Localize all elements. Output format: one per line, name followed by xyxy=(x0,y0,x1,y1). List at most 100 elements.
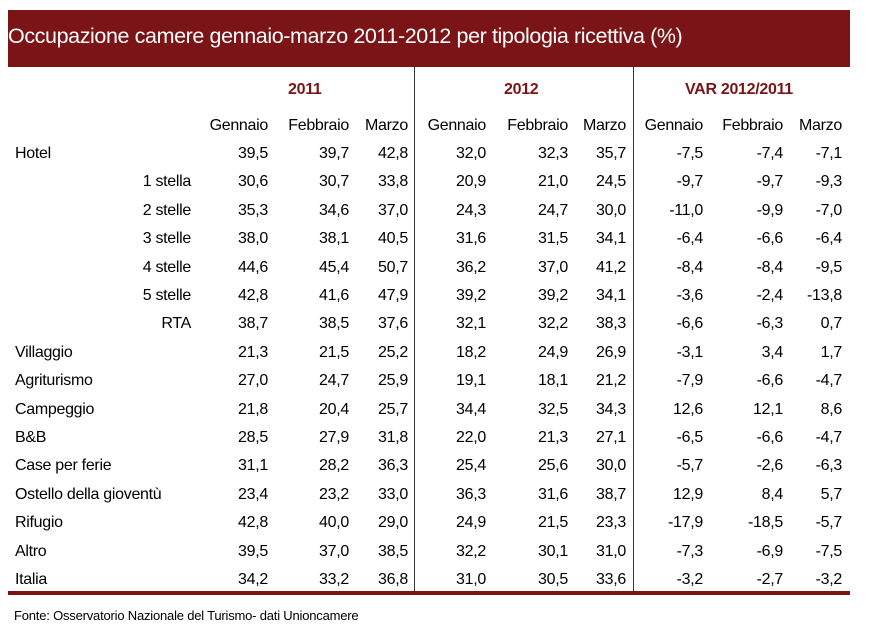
table-cell: 32,2 xyxy=(456,542,486,560)
table-cell: 31,0 xyxy=(596,542,626,560)
table-cell: 39,2 xyxy=(538,287,568,304)
table-cell: 30,6 xyxy=(238,173,268,191)
table-cell: 35,7 xyxy=(596,145,626,162)
table-cell: 12,9 xyxy=(673,485,703,503)
table-cell: 19,1 xyxy=(456,372,486,390)
table-cell: 42,8 xyxy=(238,514,268,532)
table-cell: 34,1 xyxy=(596,230,626,248)
table-cell: -6,6 xyxy=(756,230,784,248)
table-cell: -9,5 xyxy=(815,258,843,276)
table-cell: 37,0 xyxy=(538,258,568,276)
table-cell: 24,9 xyxy=(456,514,486,532)
table-cell: -8,4 xyxy=(676,258,704,276)
table-cell: 24,7 xyxy=(319,372,349,390)
table-cell: 8,6 xyxy=(820,400,843,418)
table-cell: 22,0 xyxy=(456,429,486,446)
row-label: Italia xyxy=(15,571,47,588)
table-cell: 23,4 xyxy=(238,485,268,503)
table-cell: 24,7 xyxy=(538,201,568,219)
table-cell: 50,7 xyxy=(378,258,408,276)
table-cell: 33,8 xyxy=(378,173,408,191)
month-header: Marzo xyxy=(583,117,626,134)
table-cell: 25,9 xyxy=(378,372,408,390)
table-cell: 32,3 xyxy=(538,145,568,162)
table-cell: 23,3 xyxy=(596,514,626,532)
table-cell: -6,4 xyxy=(815,230,843,248)
table-cell: 34,1 xyxy=(596,287,626,304)
table-cell: 38,7 xyxy=(238,315,268,333)
table-cell: 42,8 xyxy=(238,287,268,304)
row-label: Hotel xyxy=(15,145,51,162)
table-cell: -6,6 xyxy=(756,372,784,390)
table-cell: 36,2 xyxy=(456,258,486,276)
table-cell: 47,9 xyxy=(378,287,408,304)
table-cell: -7,4 xyxy=(756,145,784,162)
group-divider-2011 xyxy=(414,67,415,593)
table-cell: 31,6 xyxy=(456,230,486,248)
group-divider-2012 xyxy=(633,67,634,593)
table-cell: 38,7 xyxy=(596,485,626,503)
table-cell: 28,5 xyxy=(238,429,268,446)
table-cell: -6,5 xyxy=(676,429,704,446)
table-cell: 25,7 xyxy=(378,400,408,418)
row-label: Altro xyxy=(15,542,47,560)
table-cell: 27,9 xyxy=(319,429,349,446)
table-cell: 35,3 xyxy=(238,201,268,219)
table-cell: 29,0 xyxy=(378,514,408,532)
table-cell: 38,0 xyxy=(238,230,268,248)
row-label: Case per ferie xyxy=(15,457,112,475)
table-cell: 36,3 xyxy=(378,457,408,475)
table-cell: -7,9 xyxy=(676,372,704,390)
month-header: Febbraio xyxy=(722,117,783,134)
table-cell: 34,4 xyxy=(456,400,486,418)
row-label: Ostello della gioventù xyxy=(15,485,162,503)
table-cell: 33,2 xyxy=(319,571,349,588)
table-cell: -5,7 xyxy=(815,514,843,532)
table-cell: 37,0 xyxy=(378,201,408,219)
table-cell: -13,8 xyxy=(807,287,842,304)
table-cell: 34,3 xyxy=(596,400,626,418)
table-cell: 38,3 xyxy=(596,315,626,333)
table-cell: -6,6 xyxy=(676,315,704,333)
table-cell: 30,5 xyxy=(538,571,568,588)
table-cell: 31,5 xyxy=(538,230,568,248)
table-cell: 39,5 xyxy=(238,145,268,162)
table-cell: 38,5 xyxy=(319,315,349,333)
table-cell: 34,6 xyxy=(319,201,349,219)
table-cell: 18,2 xyxy=(456,343,486,361)
bottom-rule xyxy=(8,591,850,595)
group-header-2012: 2012 xyxy=(504,81,539,98)
table-cell: 28,2 xyxy=(319,457,349,475)
table-cell: 26,9 xyxy=(596,343,626,361)
table-cell: -9,7 xyxy=(676,173,704,191)
table-cell: -18,5 xyxy=(748,514,783,532)
month-header: Febbraio xyxy=(507,117,568,134)
table-cell: 40,0 xyxy=(319,514,349,532)
table-cell: -2,4 xyxy=(756,287,784,304)
table-cell: 44,6 xyxy=(238,258,268,276)
table-cell: 37,6 xyxy=(378,315,408,333)
row-label: 2 stelle xyxy=(142,201,192,219)
table-cell: -3,1 xyxy=(676,343,704,361)
table-cell: 38,5 xyxy=(378,542,408,560)
table-cell: -3,2 xyxy=(676,571,704,588)
table-cell: 33,6 xyxy=(596,571,626,588)
table-cell: -6,3 xyxy=(815,457,843,475)
table-cell: 20,4 xyxy=(319,400,349,418)
table-cell: 33,0 xyxy=(378,485,408,503)
table-cell: -9,7 xyxy=(756,173,784,191)
table-cell: 42,8 xyxy=(378,145,408,162)
source-note: Fonte: Osservatorio Nazionale del Turism… xyxy=(14,608,359,623)
table-cell: 30,0 xyxy=(596,457,626,475)
table-cell: 1,7 xyxy=(820,343,843,361)
row-label: Villaggio xyxy=(15,343,73,361)
table-cell: -7,0 xyxy=(815,201,843,219)
table-cell: 12,6 xyxy=(673,400,703,418)
table-cell: 45,4 xyxy=(319,258,349,276)
table-cell: 18,1 xyxy=(538,372,568,390)
table-cell: -7,5 xyxy=(676,145,704,162)
table-cell: 41,6 xyxy=(319,287,349,304)
month-header: Febbraio xyxy=(288,117,349,134)
table-cell: 20,9 xyxy=(456,173,486,191)
table-cell: 32,2 xyxy=(538,315,568,333)
